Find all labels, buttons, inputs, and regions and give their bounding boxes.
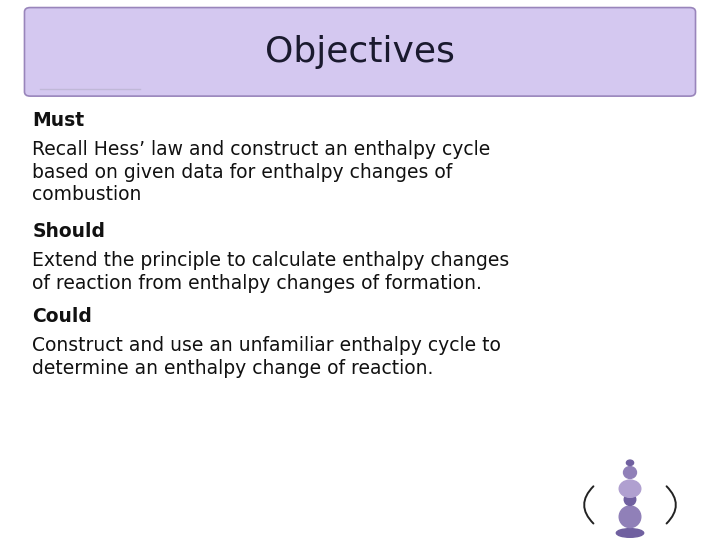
Ellipse shape xyxy=(624,467,636,478)
Ellipse shape xyxy=(616,529,644,537)
Text: Extend the principle to calculate enthalpy changes
of reaction from enthalpy cha: Extend the principle to calculate enthal… xyxy=(32,251,510,293)
Text: Should: Should xyxy=(32,222,105,241)
Ellipse shape xyxy=(626,460,634,465)
Ellipse shape xyxy=(624,494,636,505)
Text: Must: Must xyxy=(32,111,84,130)
Ellipse shape xyxy=(619,506,641,528)
Text: Recall Hess’ law and construct an enthalpy cycle
based on given data for enthalp: Recall Hess’ law and construct an enthal… xyxy=(32,140,490,204)
Text: Construct and use an unfamiliar enthalpy cycle to
determine an enthalpy change o: Construct and use an unfamiliar enthalpy… xyxy=(32,336,501,378)
Text: Could: Could xyxy=(32,307,92,326)
Ellipse shape xyxy=(619,480,641,497)
Text: Objectives: Objectives xyxy=(265,35,455,69)
FancyBboxPatch shape xyxy=(24,8,696,96)
